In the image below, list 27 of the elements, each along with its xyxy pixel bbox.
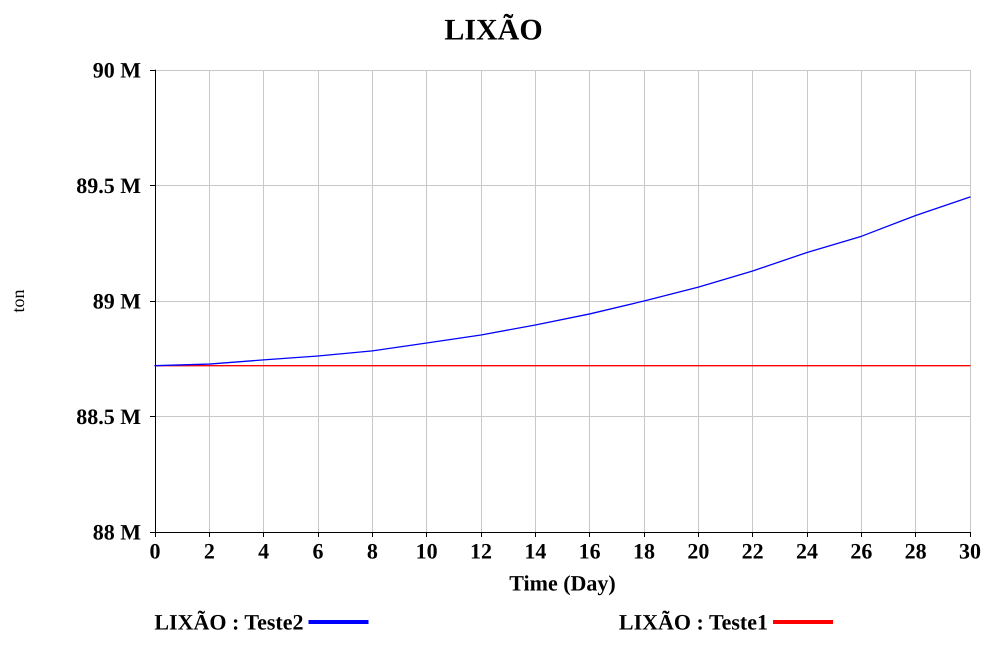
chart-title: LIXÃO	[444, 14, 543, 46]
y-axis-title: ton	[8, 289, 28, 313]
x-tick-label: 14	[524, 538, 546, 564]
x-tick-label: 18	[633, 538, 655, 564]
x-tick-label: 26	[850, 538, 872, 564]
y-tick-label: 88.5 M	[76, 404, 142, 429]
x-tick-label: 0	[150, 538, 160, 564]
line-series	[154, 196, 971, 366]
x-tick-label: 4	[258, 538, 270, 564]
x-tick-label: 24	[796, 538, 818, 564]
y-tick-label: 90 M	[92, 58, 142, 82]
x-tick-label: 6	[312, 538, 324, 564]
x-tick-label: 30	[959, 538, 981, 564]
x-tick-label: 2	[204, 538, 215, 564]
legend-label: LIXÃO : Teste2	[154, 610, 304, 634]
x-axis-title: Time (Day)	[509, 570, 616, 596]
x-tick-label: 12	[470, 538, 492, 564]
x-tick-label: 20	[687, 538, 710, 564]
x-tick-label: 8	[366, 538, 378, 564]
legend-label: LIXÃO : Teste1	[618, 610, 768, 634]
y-tick-label: 88 M	[92, 520, 142, 544]
y-tick-label: 89 M	[92, 288, 142, 314]
x-tick-label: 16	[578, 538, 601, 564]
x-tick-label: 22	[742, 538, 764, 564]
x-tick-label: 10	[416, 538, 438, 564]
y-tick-label: 89.5 M	[76, 173, 142, 198]
x-tick-label: 28	[904, 538, 927, 564]
